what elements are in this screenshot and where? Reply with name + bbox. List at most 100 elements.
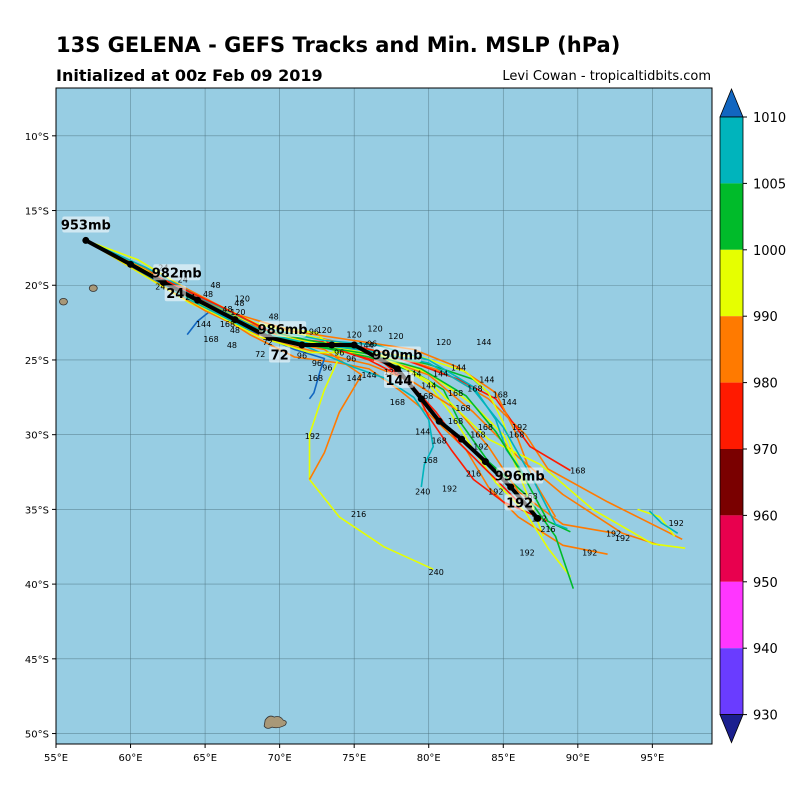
hour-label: 168 (493, 390, 508, 399)
colorbar-label: 940 (753, 642, 778, 657)
hour-label: 144 (406, 369, 421, 378)
mean-track-point (194, 296, 202, 304)
colorbar-label: 1010 (753, 111, 786, 126)
mean-track-point (534, 514, 542, 522)
colorbar-segment (720, 183, 743, 250)
mean-track-point (435, 417, 443, 425)
mean-label-box (62, 216, 110, 233)
hour-label: 192 (305, 432, 320, 441)
mean-track-label: 996mb (495, 470, 545, 485)
hour-label: 144 (421, 381, 436, 390)
island-reunion (59, 297, 68, 306)
colorbar-label: 1000 (753, 244, 786, 259)
hour-label: 168 (470, 431, 485, 440)
hour-label: 72 (263, 338, 273, 347)
lon-tick-label: 55°E (44, 753, 68, 764)
mean-track-point (507, 483, 515, 491)
pressure-colorbar: 930 940 950 960 970 980 990 1000 1005 1010 (719, 87, 786, 744)
hour-label: 216 (351, 510, 366, 519)
hour-label: 48 (230, 326, 240, 335)
hour-label: 240 (429, 568, 444, 577)
hour-label: 48 (234, 299, 244, 308)
mean-label-box (496, 467, 544, 484)
lon-tick-label: 65°E (193, 753, 217, 764)
member-track (637, 508, 676, 537)
mean-track-label: 986mb (258, 323, 308, 338)
mean-track-point (159, 278, 167, 286)
hour-label: 48 (210, 281, 220, 290)
hour-label: 96 (312, 359, 322, 368)
hour-label: 192 (512, 423, 527, 432)
mean-track-label: 990mb (372, 348, 422, 363)
hour-label: 96 (346, 354, 356, 363)
chart-title: 13S GELENA - GEFS Tracks and Min. MSLP (… (56, 33, 621, 57)
colorbar-label: 960 (753, 509, 778, 524)
hour-label: 144 (433, 369, 448, 378)
hour-label: 96 (367, 340, 377, 349)
hour-label: 72 (255, 350, 265, 359)
hour-label: 48 (227, 341, 237, 350)
hour-label: 48 (269, 313, 279, 322)
lat-tick-label: 50°S (25, 730, 49, 741)
colorbar-max-arrow (719, 87, 744, 118)
hour-label: 24 (155, 283, 165, 292)
colorbar-segment (720, 515, 743, 582)
hour-label: 120 (436, 338, 451, 347)
hour-label: 120 (317, 326, 332, 335)
land-masses (59, 284, 287, 729)
colorbar-label: 930 (753, 709, 778, 724)
hour-label: 168 (467, 384, 482, 393)
colorbar-segment (720, 117, 743, 184)
hour-label: 192 (582, 549, 597, 558)
hour-label: 144 (476, 338, 491, 347)
colorbar-label: 980 (753, 377, 778, 392)
hour-label: 120 (367, 325, 382, 334)
hour-label: 96 (334, 348, 344, 357)
hour-label: 192 (669, 519, 684, 528)
hour-label: 144 (196, 320, 211, 329)
hour-label: 192 (473, 443, 488, 452)
colorbar-segment (720, 449, 743, 516)
mean-track-point (231, 316, 239, 324)
colorbar-label: 950 (753, 576, 778, 591)
mean-track-point (458, 435, 466, 443)
hour-label: 144 (479, 375, 494, 384)
hour-label: 144 (415, 428, 430, 437)
hour-label: 144 (361, 371, 376, 380)
lat-tick-label: 15°S (25, 207, 49, 218)
hour-label: 216 (540, 525, 555, 534)
lat-tick-label: 40°S (25, 580, 49, 591)
lat-tick-label: 20°S (25, 281, 49, 292)
mean-track-point (393, 365, 401, 373)
hour-label: 96 (297, 351, 307, 360)
colorbar-min-arrow (719, 714, 744, 744)
mean-track-label: 982mb (152, 266, 202, 281)
mean-track-label: 953mb (61, 218, 111, 233)
hour-label: 192 (442, 484, 457, 493)
hour-label: 120 (235, 295, 250, 304)
hour-label: 168 (308, 374, 323, 383)
lon-tick-label: 95°E (640, 753, 664, 764)
mean-track-label: 192 (506, 496, 533, 511)
hour-label: 192 (519, 549, 534, 558)
hour-label: 168 (478, 423, 493, 432)
lon-tick-label: 75°E (342, 753, 366, 764)
hour-label: 48 (203, 290, 213, 299)
hour-label: 192 (615, 534, 630, 543)
colorbar-segment (720, 581, 743, 649)
mean-track-label: 72 (271, 348, 289, 363)
hour-label: 120 (388, 332, 403, 341)
hour-label: 96 (322, 363, 332, 372)
lat-tick-label: 25°S (25, 356, 49, 367)
hour-label: 168 (418, 392, 433, 401)
colorbar-segment (720, 316, 743, 383)
hour-label: 216 (466, 470, 481, 479)
mean-track-point (127, 260, 135, 268)
mean-label-box (259, 321, 307, 338)
mean-track-label: 144 (385, 374, 412, 389)
lon-tick-label: 70°E (268, 753, 292, 764)
hour-label: 168 (203, 335, 218, 344)
island-kerguelen (263, 715, 287, 729)
mean-label-box (504, 494, 535, 511)
